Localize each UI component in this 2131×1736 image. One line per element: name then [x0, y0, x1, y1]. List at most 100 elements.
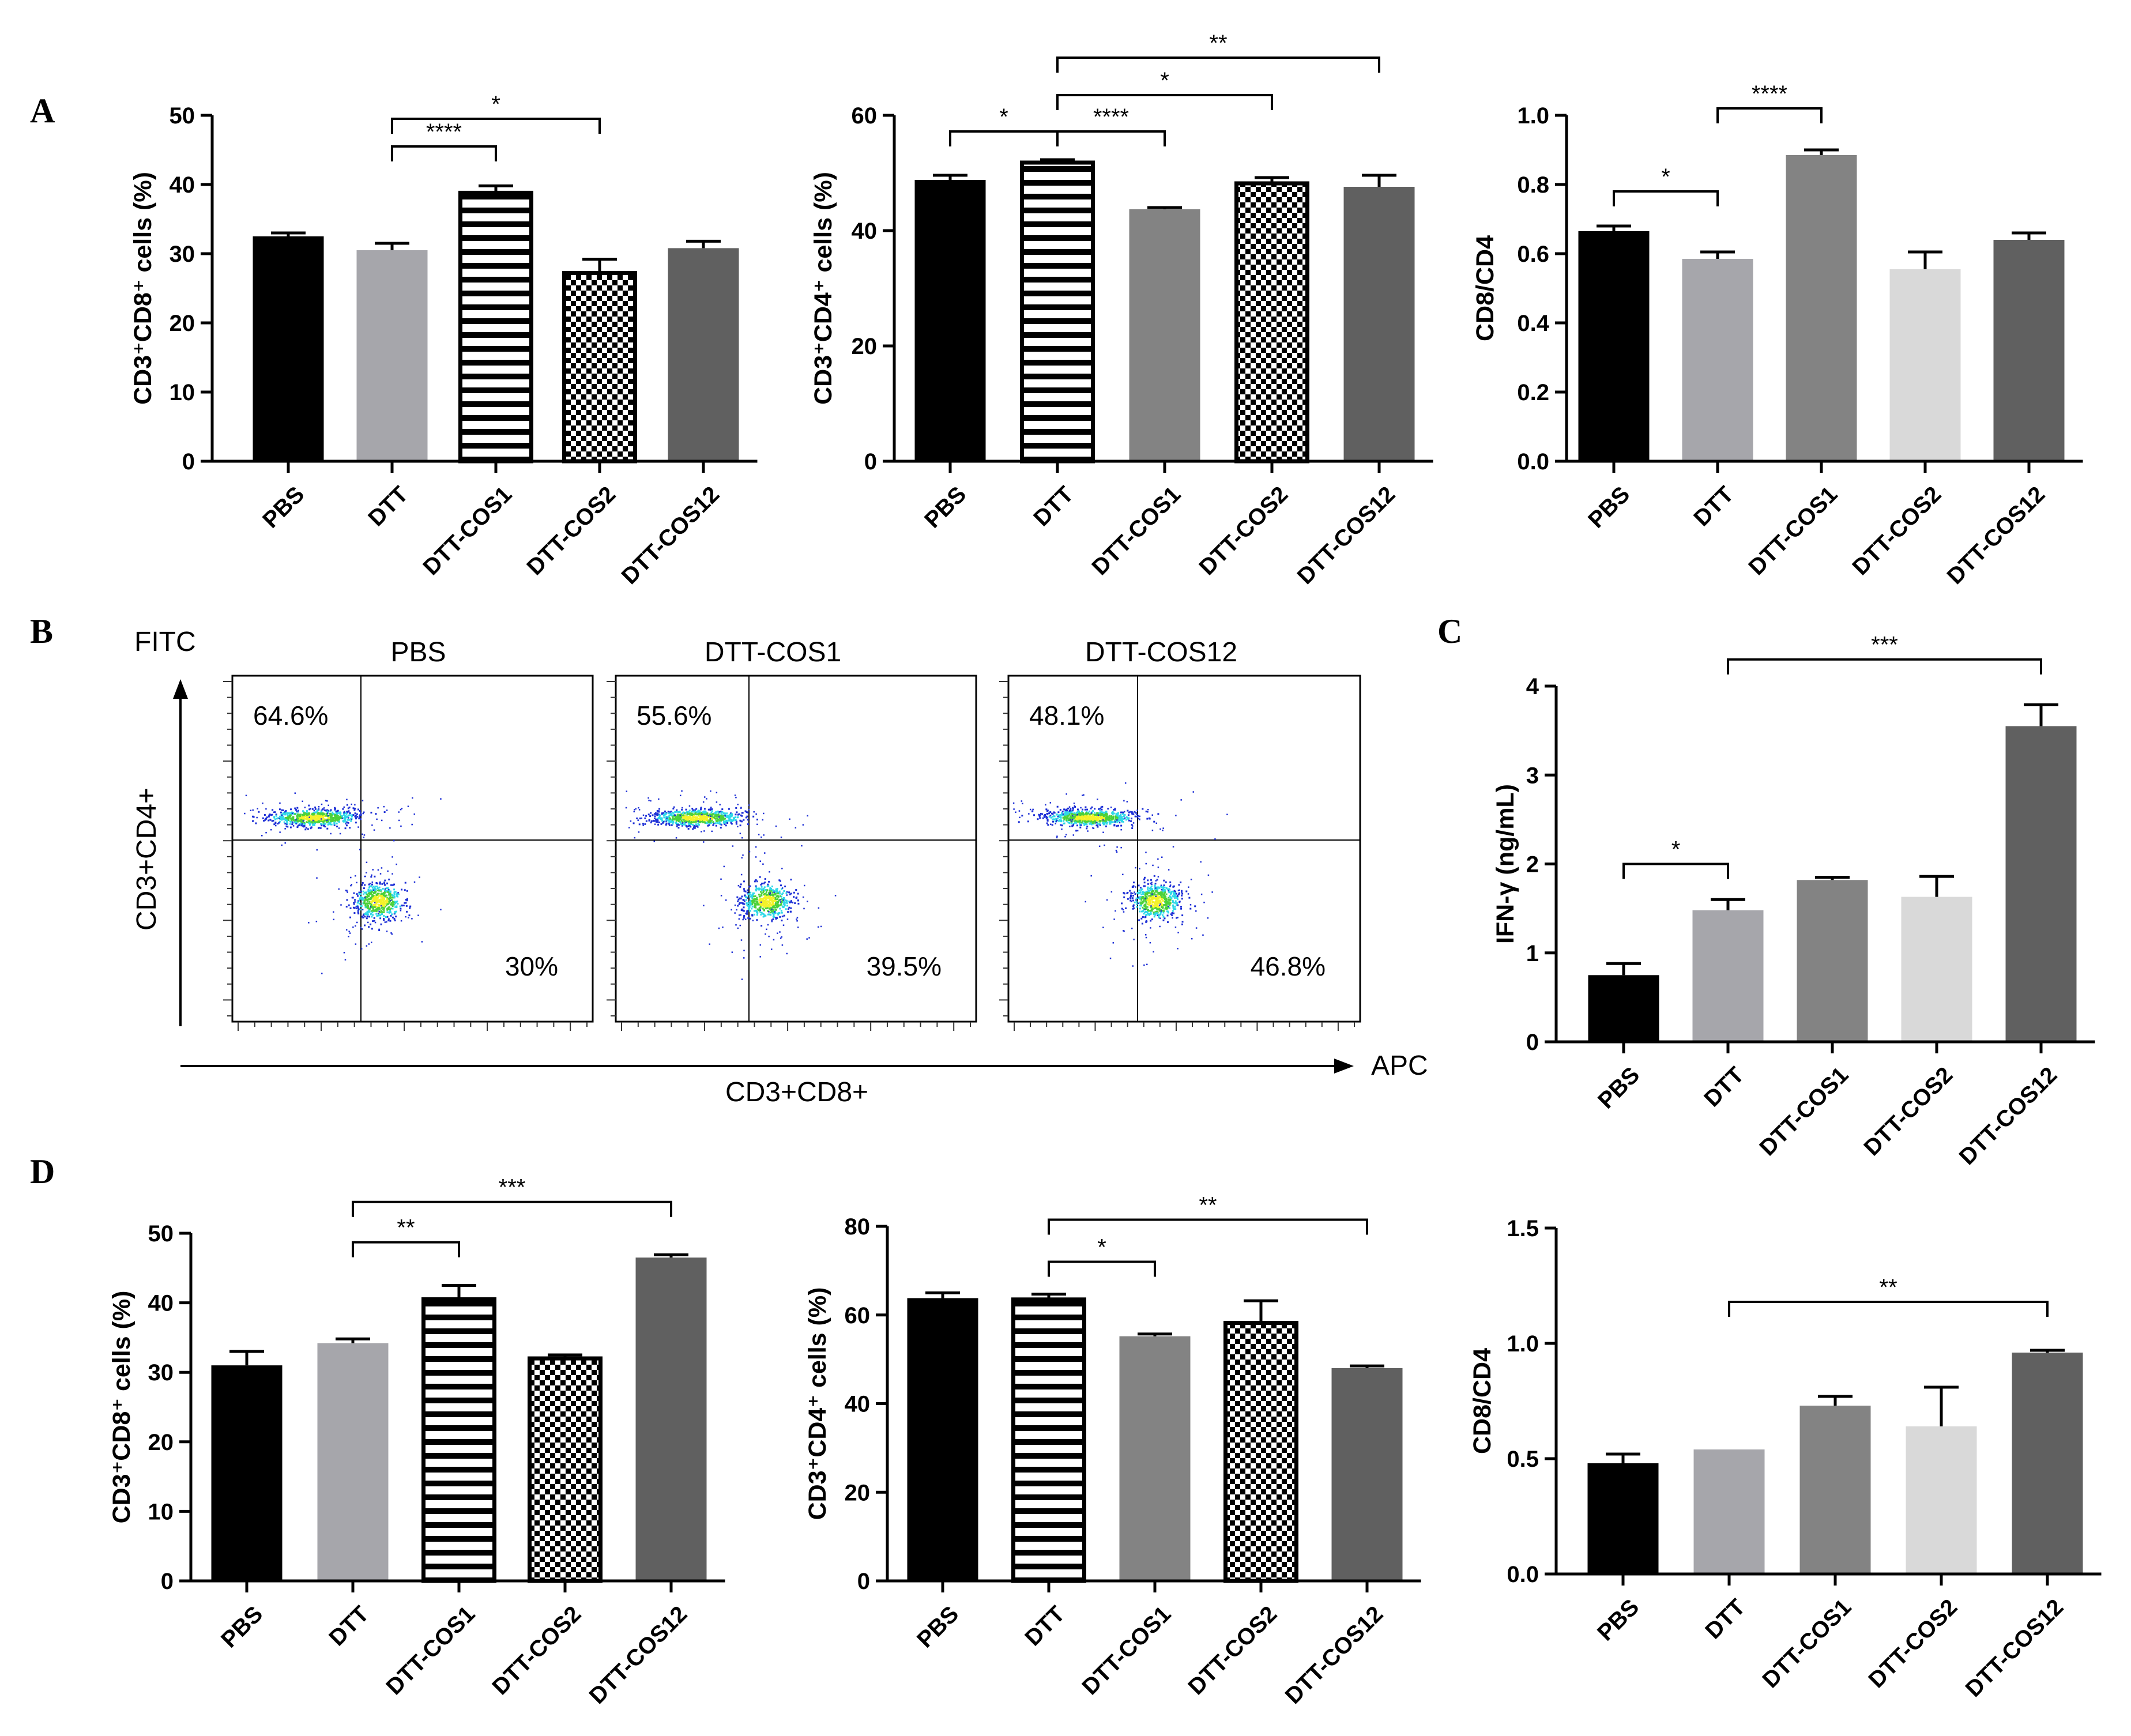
x-tick-label: PBS	[912, 1601, 963, 1652]
event-dot	[716, 817, 718, 819]
event-dot	[1138, 818, 1139, 819]
event-dot	[390, 914, 392, 917]
event-dot	[682, 814, 684, 816]
event-dot	[783, 914, 785, 917]
x-tick-label: DTT-COS1	[1757, 1594, 1856, 1693]
event-dot	[780, 884, 782, 887]
x-tick-label: DTT-COS2	[522, 481, 620, 580]
event-dot	[1094, 808, 1096, 810]
event-dot	[781, 912, 783, 914]
event-dot	[1079, 820, 1081, 823]
event-dot	[1097, 821, 1099, 823]
event-dot	[1136, 809, 1138, 811]
event-dot	[394, 906, 397, 908]
event-dot	[1101, 813, 1103, 815]
event-dot	[1076, 812, 1078, 814]
event-dot	[782, 898, 784, 900]
event-dot	[1123, 811, 1125, 813]
event-dot	[1151, 897, 1153, 899]
event-dot	[687, 811, 690, 814]
event-dot	[1149, 897, 1151, 899]
event-dot	[350, 876, 352, 879]
y-tick-label: 50	[148, 1221, 174, 1247]
event-dot	[293, 819, 296, 822]
event-dot	[1151, 899, 1153, 901]
event-dot	[385, 903, 387, 905]
event-dot	[329, 823, 332, 826]
event-dot	[376, 886, 378, 888]
event-dot	[692, 816, 695, 819]
x-tick-label: DTT-COS12	[1961, 1594, 2069, 1702]
event-dot	[760, 903, 763, 906]
y-tick-label: 0.4	[1517, 311, 1549, 336]
bar-dtt-cos1	[1129, 209, 1200, 461]
event-dot	[1136, 814, 1138, 815]
event-dot	[1139, 904, 1141, 906]
event-dot	[695, 819, 697, 821]
event-dot	[338, 812, 340, 815]
event-dot	[720, 822, 722, 824]
event-dot	[370, 906, 372, 907]
event-dot	[1060, 824, 1062, 826]
event-dot	[387, 887, 389, 889]
event-dot	[1140, 893, 1143, 895]
event-dot	[1070, 808, 1072, 810]
event-dot	[658, 798, 660, 800]
event-dot	[346, 799, 348, 801]
event-dot	[676, 809, 678, 811]
event-dot	[375, 902, 378, 905]
event-dot	[1091, 806, 1093, 808]
event-dot	[1065, 814, 1067, 816]
event-dot	[1162, 912, 1165, 914]
event-dot	[1157, 911, 1159, 913]
event-dot	[281, 816, 284, 819]
event-dot	[374, 886, 376, 888]
event-dot	[292, 825, 295, 827]
event-dot	[292, 818, 295, 820]
event-dot	[383, 890, 386, 893]
event-dot	[759, 898, 762, 900]
event-dot	[329, 810, 332, 812]
event-dot	[783, 890, 785, 892]
event-dot	[1168, 907, 1170, 909]
event-dot	[669, 818, 672, 820]
event-dot	[743, 903, 746, 905]
event-dot	[774, 898, 777, 901]
bar-pbs	[1588, 975, 1659, 1042]
event-dot	[370, 902, 372, 905]
event-dot	[766, 885, 769, 887]
panel-letter-b: B	[30, 612, 53, 650]
event-dot	[1084, 823, 1086, 825]
event-dot	[1117, 816, 1120, 819]
event-dot	[695, 814, 698, 816]
event-dot	[306, 812, 308, 814]
event-dot	[818, 907, 820, 909]
event-dot	[292, 816, 294, 818]
event-dot	[701, 831, 702, 833]
event-dot	[1064, 809, 1067, 811]
event-dot	[284, 812, 286, 814]
event-dot	[1178, 892, 1180, 894]
event-dot	[714, 817, 716, 819]
event-dot	[753, 913, 755, 916]
event-dot	[748, 804, 750, 806]
event-dot	[706, 822, 708, 824]
event-dot	[677, 814, 679, 816]
event-dot	[1144, 914, 1147, 916]
event-dot	[312, 817, 314, 819]
event-dot	[742, 899, 744, 901]
event-dot	[1149, 899, 1151, 902]
event-dot	[1067, 811, 1069, 814]
event-dot	[734, 904, 736, 906]
event-dot	[285, 809, 287, 812]
significance-bracket	[1048, 1218, 1368, 1235]
event-dot	[376, 887, 379, 890]
x-tick-label: DTT-COS2	[1194, 481, 1293, 580]
event-dot	[1143, 882, 1146, 884]
event-dot	[1150, 879, 1152, 881]
event-dot	[773, 900, 775, 902]
event-dot	[322, 808, 324, 811]
event-dot	[776, 917, 778, 919]
event-dot	[1086, 826, 1089, 828]
event-dot	[1181, 914, 1184, 917]
